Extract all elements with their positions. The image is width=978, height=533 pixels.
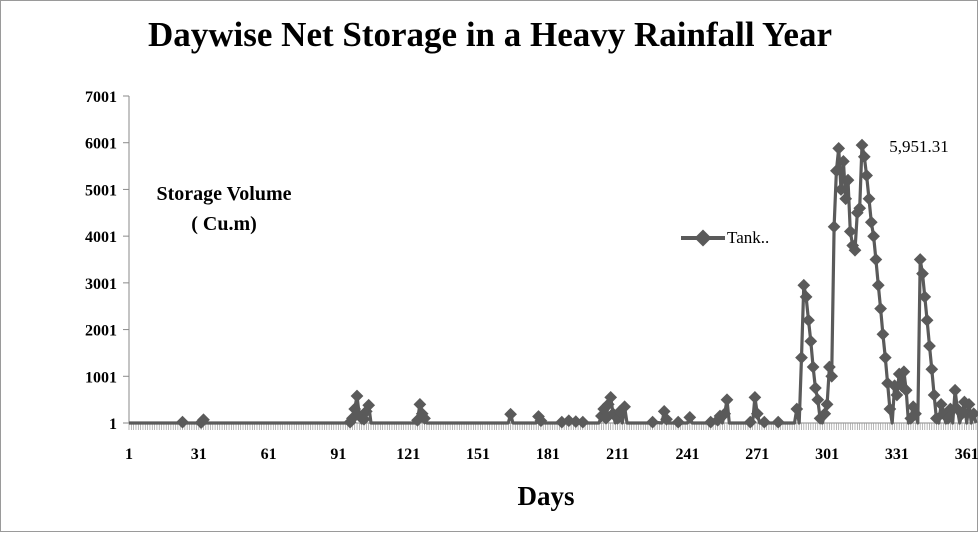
data-point-0-93 [804, 334, 818, 348]
y-tick-label-5: 5001 [85, 182, 117, 199]
y-tick-label-3: 3001 [85, 276, 117, 293]
data-point-0-125 [878, 351, 892, 364]
data-point-0-143 [920, 313, 934, 327]
data-point-0-21 [413, 398, 427, 411]
x-tick-label-4: 121 [396, 446, 420, 463]
data-point-0-122 [871, 278, 885, 292]
data-point-0-144 [923, 339, 936, 353]
data-point-0-90 [797, 278, 811, 292]
x-tick-label-5: 151 [466, 446, 490, 463]
data-point-0-115 [855, 138, 869, 152]
data-point-0-140 [913, 253, 927, 266]
y-axis-label: Storage Volume ( Cu.m) [129, 179, 319, 239]
x-tick-label-10: 301 [815, 446, 839, 463]
x-tick-label-1: 31 [191, 446, 207, 463]
y-axis-label-line-2: ( Cu.m) [191, 213, 257, 235]
data-point-0-121 [869, 253, 883, 266]
data-point-0-89 [795, 351, 808, 364]
legend: Tank.. [679, 227, 769, 249]
x-tick-label-0: 1 [125, 446, 133, 463]
data-point-0-72 [720, 393, 734, 407]
data-point-0-91 [799, 290, 813, 304]
x-tick-label-2: 61 [261, 446, 277, 463]
y-tick-label-4: 4001 [85, 229, 117, 246]
data-point-0-120 [867, 229, 880, 243]
data-point-0-26 [504, 407, 517, 421]
data-point-0-101 [823, 360, 836, 374]
data-point-0-77 [748, 391, 762, 404]
legend-label: Tank.. [727, 228, 770, 247]
data-label-peak: 5,951.31 [889, 137, 949, 156]
data-point-0-119 [864, 215, 878, 229]
x-tick-label-6: 181 [536, 446, 560, 463]
data-point-0-2 [176, 415, 189, 429]
data-point-0-6 [197, 413, 210, 427]
x-tick-label-9: 271 [745, 446, 769, 463]
y-tick-label-7: 7001 [85, 89, 117, 106]
chart-title: Daywise Net Storage in a Heavy Rainfall … [147, 15, 833, 54]
data-point-0-94 [806, 360, 820, 374]
data-point-0-103 [827, 220, 841, 234]
data-point-0-95 [809, 381, 822, 395]
x-tick-label-11: 331 [885, 446, 909, 463]
y-tick-label-1: 1001 [85, 369, 117, 386]
x-tick-label-8: 241 [675, 446, 699, 463]
data-point-0-118 [862, 192, 876, 206]
data-point-0-146 [927, 388, 941, 402]
data-point-0-124 [876, 327, 890, 341]
y-tick-label-0: 1 [109, 416, 117, 433]
x-axis-label: Days [517, 481, 575, 511]
data-point-0-12 [350, 389, 364, 403]
data-point-0-17 [362, 398, 376, 412]
data-point-0-155 [948, 383, 962, 397]
y-tick-label-2: 2001 [85, 323, 117, 340]
y-tick-label-6: 6001 [85, 136, 117, 153]
data-point-0-141 [916, 267, 929, 280]
legend-swatch [681, 229, 725, 247]
data-point-0-105 [832, 142, 846, 155]
data-point-0-23 [418, 412, 431, 425]
x-minor-ticks [128, 423, 977, 430]
x-tick-label-3: 91 [330, 446, 346, 463]
x-tick-label-12: 361 [955, 446, 978, 463]
data-point-0-123 [874, 302, 887, 315]
data-point-0-145 [925, 362, 939, 376]
y-axis-label-line-1: Storage Volume [156, 183, 292, 205]
x-tick-label-7: 211 [606, 446, 629, 463]
